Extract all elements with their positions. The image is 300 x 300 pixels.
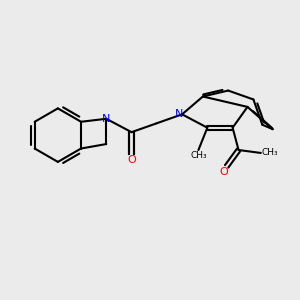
Text: N: N: [175, 109, 183, 119]
Text: O: O: [127, 155, 136, 165]
Text: CH₃: CH₃: [262, 148, 278, 158]
Text: O: O: [219, 167, 228, 177]
Text: N: N: [102, 114, 110, 124]
Text: CH₃: CH₃: [190, 152, 207, 160]
